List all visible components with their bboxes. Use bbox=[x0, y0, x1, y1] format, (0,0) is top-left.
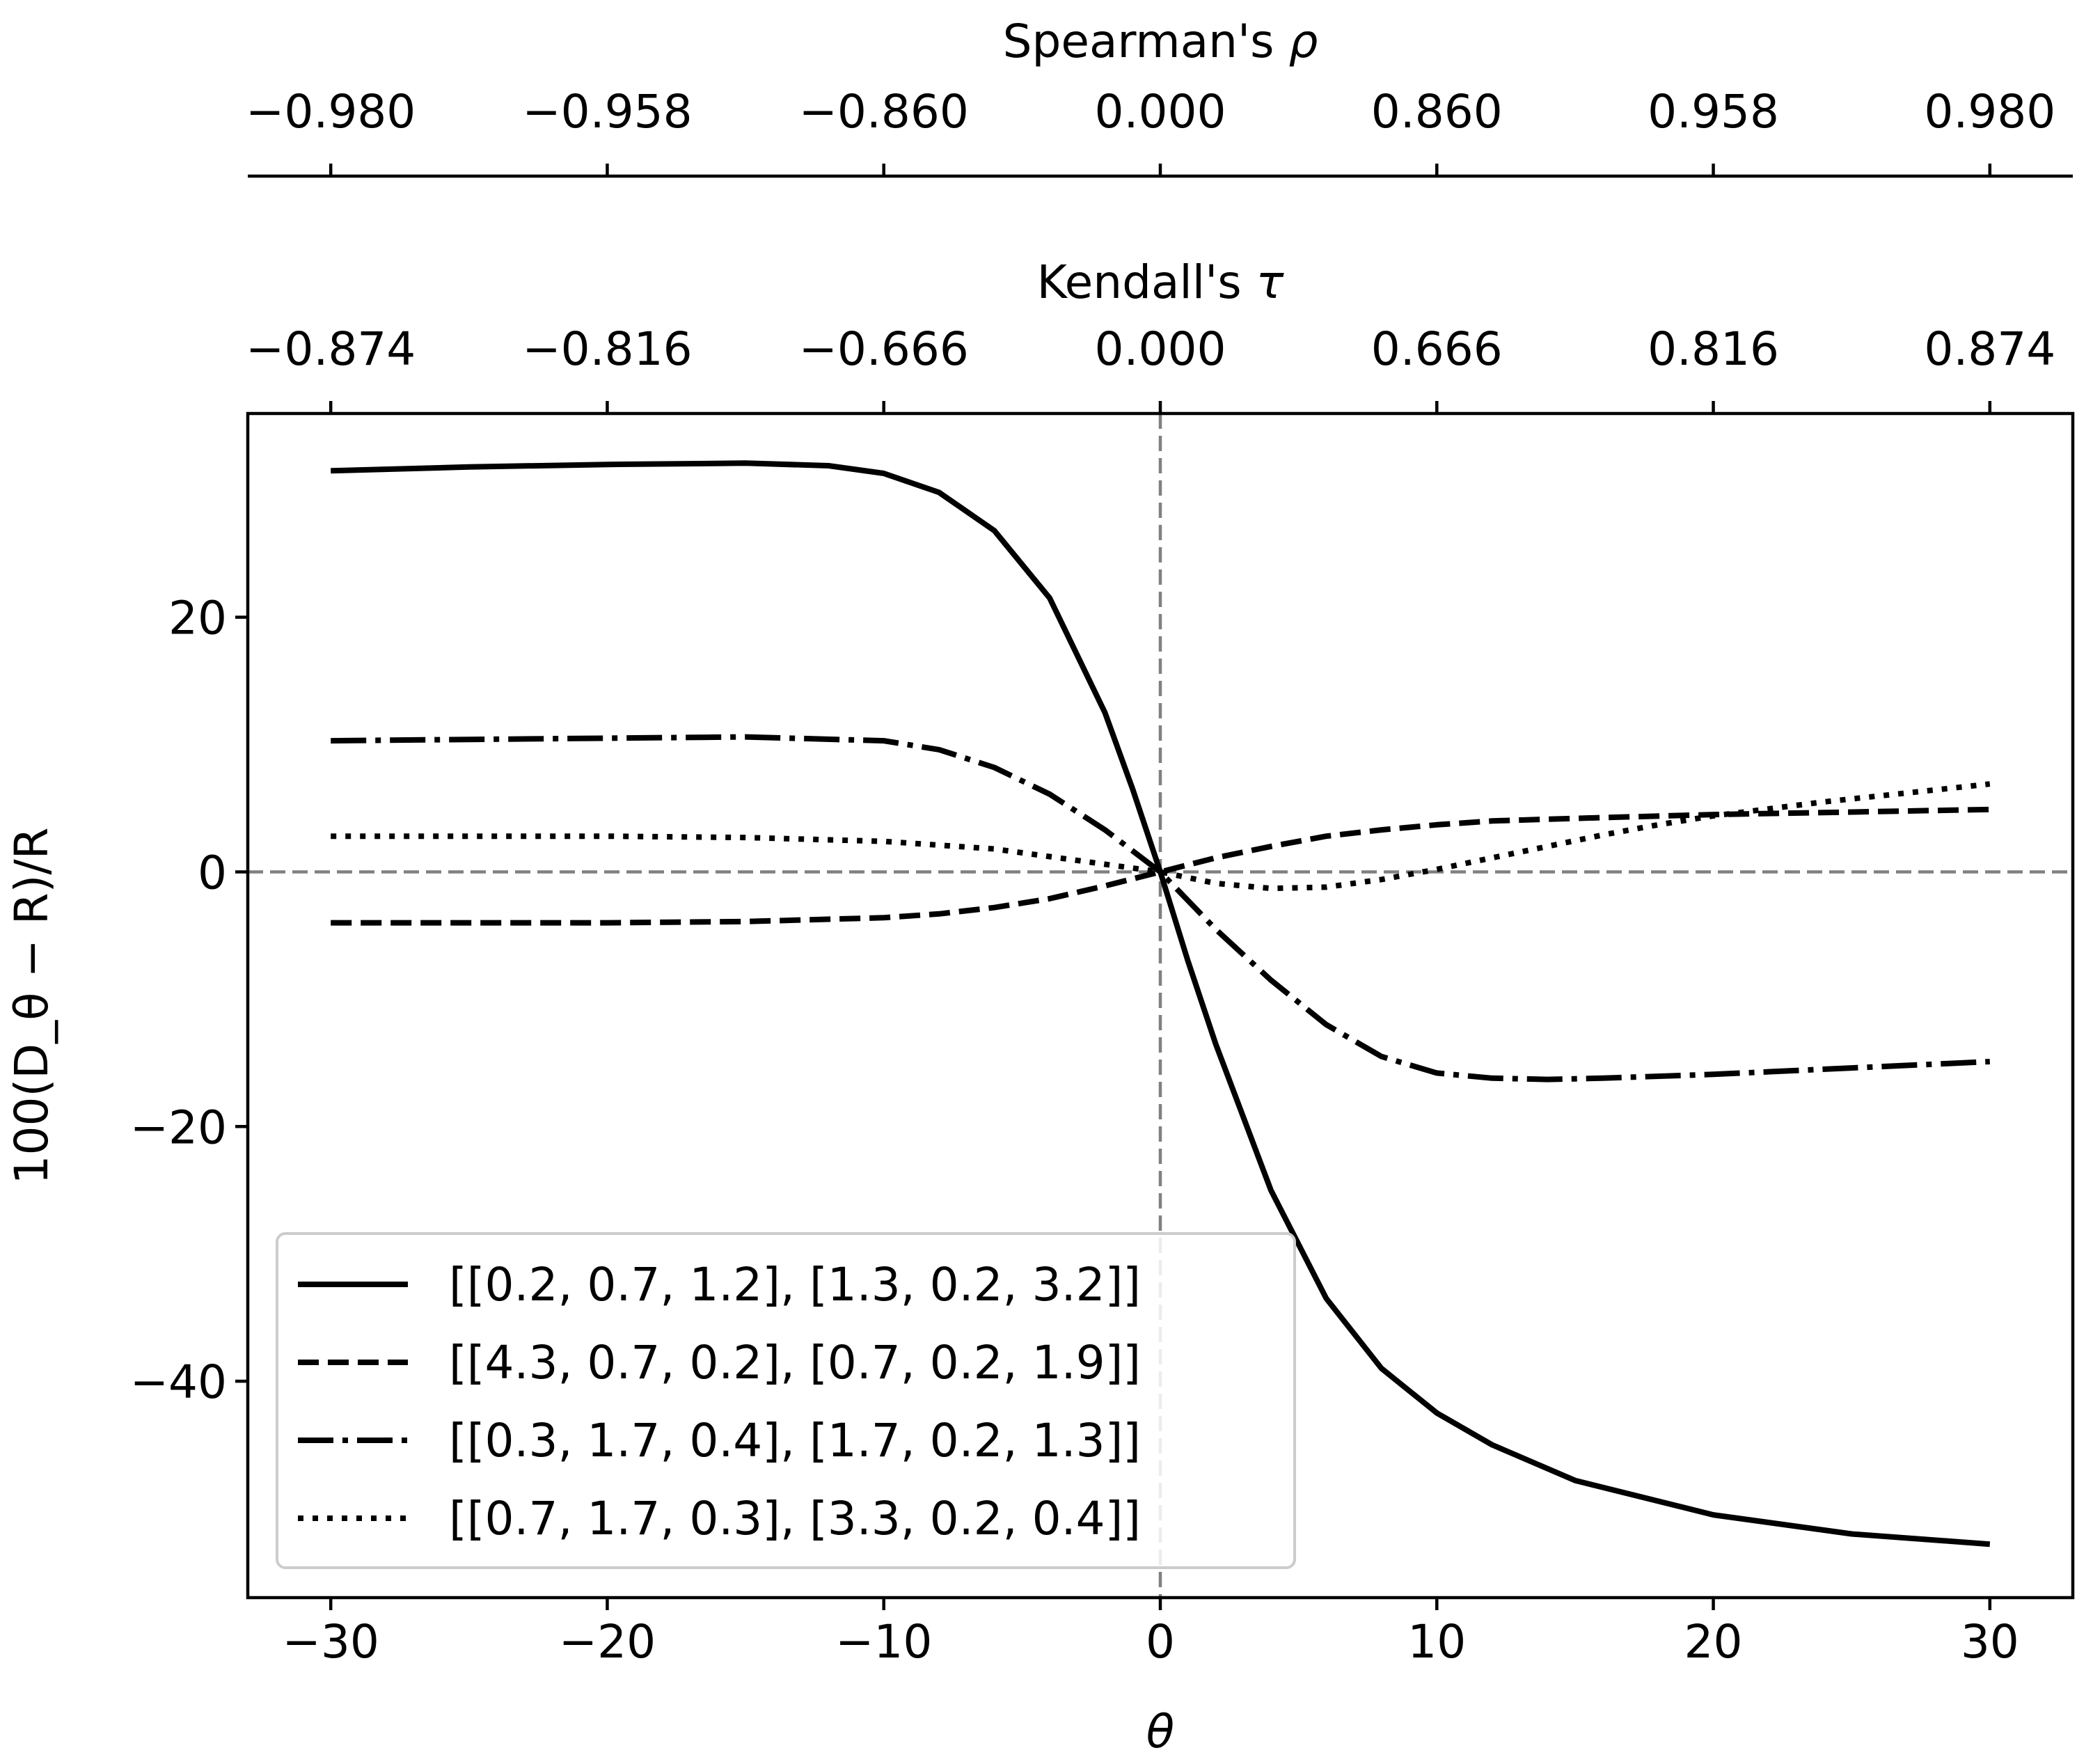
x-tick-label: 10 bbox=[1407, 1615, 1466, 1669]
x-tick-label: −10 bbox=[835, 1615, 932, 1669]
y-tick-label: 0 bbox=[198, 846, 227, 899]
legend-label: [[4.3, 0.7, 0.2], [0.7, 0.2, 1.9]] bbox=[449, 1336, 1141, 1389]
spearman-axis-title: Spearman's ρ bbox=[1003, 15, 1318, 68]
spearman-tick-label: 0.980 bbox=[1924, 85, 2055, 139]
x-axis-title: θ bbox=[1146, 1705, 1174, 1758]
kendall-tick-label: −0.666 bbox=[799, 322, 969, 376]
spearman-tick-label: −0.860 bbox=[799, 85, 969, 139]
series-line-solid bbox=[331, 460, 1991, 1548]
y-tick-label: −40 bbox=[130, 1355, 227, 1409]
kendall-axis-title: Kendall's τ bbox=[1037, 255, 1285, 309]
x-tick-label: 0 bbox=[1146, 1615, 1175, 1669]
spearman-tick-label: 0.860 bbox=[1371, 85, 1503, 139]
spearman-tick-label: 0.000 bbox=[1095, 85, 1226, 139]
kendall-tick-label: 0.816 bbox=[1648, 322, 1779, 376]
y-axis: 20 0 −20 −40 bbox=[130, 592, 248, 1409]
kendall-axis: −0.874 −0.816 −0.666 0.000 0.666 0.816 0.874 bbox=[246, 322, 2055, 414]
x-axis: −30 −20 −10 0 10 20 30 bbox=[283, 1598, 2019, 1669]
series-line-dashdot bbox=[331, 734, 1990, 1082]
y-tick-label: 20 bbox=[168, 592, 227, 645]
y-tick-label: −20 bbox=[130, 1101, 227, 1154]
x-tick-label: 20 bbox=[1684, 1615, 1743, 1669]
x-tick-label: −20 bbox=[559, 1615, 656, 1669]
x-tick-label: −30 bbox=[283, 1615, 379, 1669]
legend: [[0.2, 0.7, 1.2], [1.3, 0.2, 3.2]] [[4.3… bbox=[276, 1232, 1296, 1569]
spearman-tick-label: 0.958 bbox=[1648, 85, 1779, 139]
legend-label: [[0.2, 0.7, 1.2], [1.3, 0.2, 3.2]] bbox=[449, 1258, 1141, 1312]
kendall-tick-label: 0.666 bbox=[1371, 322, 1503, 376]
legend-label: [[0.7, 1.7, 0.3], [3.3, 0.2, 0.4]] bbox=[449, 1492, 1141, 1545]
x-tick-label: 30 bbox=[1961, 1615, 2019, 1669]
series-layer bbox=[331, 460, 1991, 1548]
spearman-tick-label: −0.980 bbox=[246, 85, 416, 139]
legend-label: [[0.3, 1.7, 0.4], [1.7, 0.2, 1.3]] bbox=[449, 1414, 1141, 1467]
y-axis-title: 100(D_θ − R)/R bbox=[5, 828, 58, 1185]
legend-box bbox=[276, 1232, 1296, 1569]
spearman-axis: −0.980 −0.958 −0.860 0.000 0.860 0.958 0.980 bbox=[246, 85, 2055, 176]
series-line-dashed bbox=[331, 806, 1990, 926]
series-line-dotted bbox=[331, 781, 1991, 892]
kendall-tick-label: −0.816 bbox=[522, 322, 692, 376]
spearman-tick-label: −0.958 bbox=[522, 85, 692, 139]
kendall-tick-label: 0.874 bbox=[1924, 322, 2055, 376]
kendall-tick-label: 0.000 bbox=[1095, 322, 1226, 376]
kendall-tick-label: −0.874 bbox=[246, 322, 416, 376]
